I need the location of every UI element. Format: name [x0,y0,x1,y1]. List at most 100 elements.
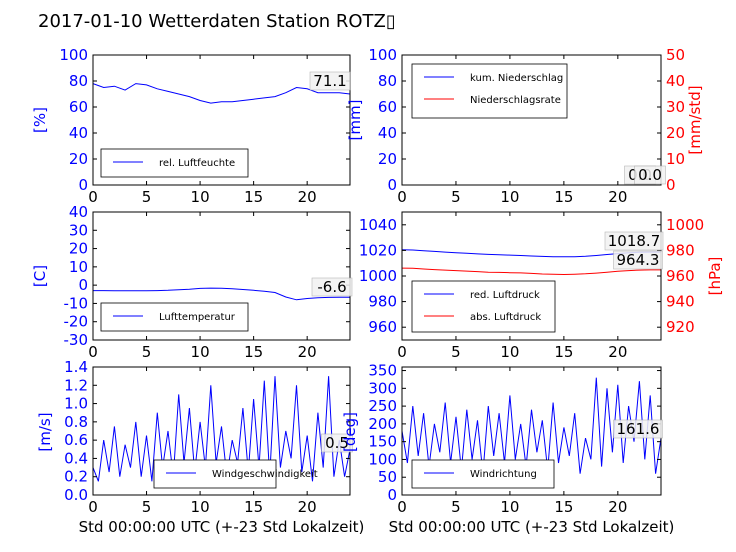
y-tick-label: 0.0 [64,486,88,504]
x-tick-label: 5 [142,498,152,516]
y2-tick-label: 960 [666,267,695,285]
legend-box [411,63,568,119]
legend-label: Lufttemperatur [159,312,236,323]
y-tick-label: 60 [69,98,88,116]
x-tick-label: 15 [244,498,263,516]
y2-tick-label: 40 [666,72,685,90]
y2-tick-label: 10 [666,150,685,168]
y-tick-label: 40 [69,124,88,142]
y-tick-label: 0.6 [64,431,88,449]
x-tick-label: 10 [500,188,519,206]
legend-label: Windgeschwindigkeit [212,469,318,480]
legend-box [100,302,249,332]
y-tick-label: 1000 [359,267,397,285]
x-tick-label: 5 [451,188,461,206]
y2-tick-label: 940 [666,293,695,311]
series-line-abs. Luftdruck [401,267,661,276]
panel-temperature: 0 5 10 15 20-30-20-10010203040[C]Lufttempera… [31,203,353,361]
x-tick-label: 10 [191,498,210,516]
x-tick-label: 10 [191,343,210,361]
series-line-Windrichtung [401,377,662,474]
value-readout-box [634,165,666,185]
legend-box [153,459,277,489]
y-tick-label: 350 [368,362,397,380]
y-tick-label: 1.0 [64,395,88,413]
series-line-Lufttemperatur [93,287,350,301]
y-tick-label: 30 [69,221,88,239]
y2-tick-label: 0 [666,176,676,194]
legend-box [100,148,249,178]
value-readout: 0.5 [325,434,349,452]
panel-wind_speed: 0 5 10 15 20 0.00.20.40.60.81.01.21.4 [m/s] Std… [36,358,364,536]
x-tick-label: 10 [191,188,210,206]
y-tick-label: 1.4 [64,358,88,376]
x-tick-label: 15 [554,343,573,361]
y2-tick-label: 30 [666,98,685,116]
value-readout-box [309,71,351,91]
y-tick-label: 100 [368,450,397,468]
legend: rel. Luftfeuchte [100,148,249,178]
value-readout-box [604,231,664,251]
y-tick-label: 250 [368,397,397,415]
y-tick-label: 40 [378,124,397,142]
plot-frame [92,366,351,496]
y-tick-label: 0.8 [64,413,88,431]
x-tick-label: 0 [397,343,407,361]
y-tick-label: 0 [78,176,88,194]
legend: Windgeschwindigkeit [153,459,318,489]
legend: red. Luftdruck abs. Luftdruck [411,280,556,333]
panel-pressure: 0 5 10 15 20 960 980 1000 1020 1040 920 940 960 980 10… [359,211,724,361]
legend-box [411,459,555,489]
y-tick-label: 980 [368,293,397,311]
x-tick-label: 15 [244,343,263,361]
y-tick-label: 960 [368,318,397,336]
y-tick-label: 60 [378,98,397,116]
x-tick-label: 0 [397,188,407,206]
x-tick-label: 5 [451,343,461,361]
y-axis-label: [mm] [346,100,364,141]
x-tick-label: 0 [88,188,98,206]
value-readout: 964.3 [617,251,660,269]
plot-frame [92,211,351,341]
y2-axis-label: [mm/std] [686,85,704,154]
y2-tick-label: 980 [666,241,695,259]
x-tick-label: 5 [142,343,152,361]
panel-humidity: 0 5 10 15 20 0 20 40 60 80 100 [%] rel. Luftfeuchte 7… [31,46,351,206]
legend-label: kum. Niederschlag [470,73,563,84]
x-tick-label: 20 [298,343,317,361]
y-tick-label: 20 [69,150,88,168]
y-tick-label: 200 [368,415,397,433]
plot-frame [92,54,351,186]
series-line-Windgeschwindigkeit [92,376,351,482]
x-tick-label: 10 [500,343,519,361]
x-tick-label: 20 [608,188,627,206]
x-tick-label: 20 [608,343,627,361]
y-tick-label: 0 [387,176,397,194]
y-axis-label: [C] [31,265,49,287]
value-readout-box [613,250,663,270]
y-tick-label: 20 [378,150,397,168]
y-axis-label: [deg] [341,412,359,452]
x-tick-label: 15 [554,498,573,516]
y-tick-label: -20 [64,313,89,331]
legend-label: Windrichtung [470,469,537,480]
figure-title: 2017-01-10 Wetterdaten Station ROTZ▯ [38,11,396,32]
y-tick-label: 80 [378,72,397,90]
y-axis-label: [%] [31,107,49,133]
y-tick-label: 1040 [359,216,397,234]
y-tick-label: -10 [64,294,89,312]
y-tick-label: 300 [368,379,397,397]
series-line-rel. Luftfeuchte [92,83,351,104]
x-axis-label: Std 00:00:00 UTC (+-23 Std Lokalzeit) [389,518,675,536]
y-tick-label: 0 [387,486,397,504]
y-tick-label: 1.2 [64,376,88,394]
plot-frame [401,54,662,186]
value-readout: -6.6 [317,278,346,296]
value-readout: 1018.7 [608,232,661,250]
x-tick-label: 15 [554,188,573,206]
value-readout-box [321,433,353,453]
legend: Windrichtung [411,459,555,489]
y-tick-label: 100 [368,46,397,64]
y-tick-label: 80 [69,72,88,90]
legend-label: rel. Luftfeuchte [159,158,235,169]
